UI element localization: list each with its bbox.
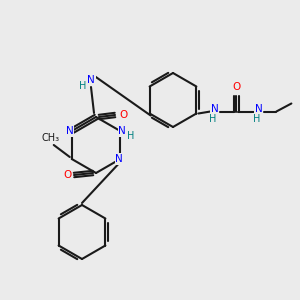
Text: N: N — [118, 126, 126, 136]
Text: N: N — [116, 154, 123, 164]
Text: H: H — [209, 113, 216, 124]
Text: CH₃: CH₃ — [42, 133, 60, 143]
Text: H: H — [127, 131, 134, 141]
Text: O: O — [232, 82, 241, 92]
Text: N: N — [66, 126, 74, 136]
Text: N: N — [211, 103, 218, 113]
Text: O: O — [63, 170, 71, 180]
Text: N: N — [87, 75, 95, 85]
Text: O: O — [120, 110, 128, 120]
Text: H: H — [79, 81, 87, 91]
Text: H: H — [253, 113, 260, 124]
Text: N: N — [254, 103, 262, 113]
